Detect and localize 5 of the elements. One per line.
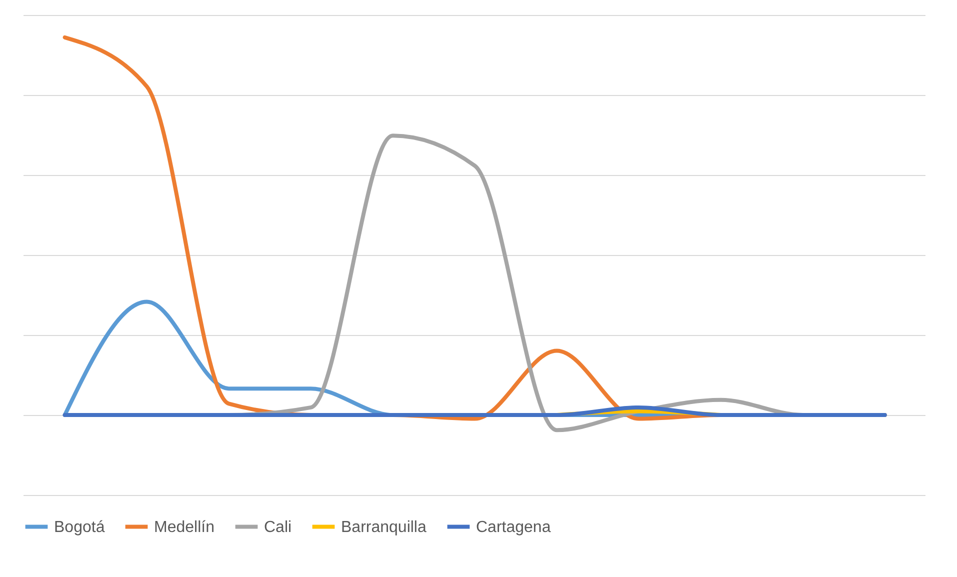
legend-label: Barranquilla xyxy=(341,518,426,536)
legend-label: Cartagena xyxy=(476,518,551,536)
legend-label: Cali xyxy=(264,518,292,536)
legend-label: Medellín xyxy=(154,518,214,536)
legend-label: Bogotá xyxy=(54,518,105,536)
